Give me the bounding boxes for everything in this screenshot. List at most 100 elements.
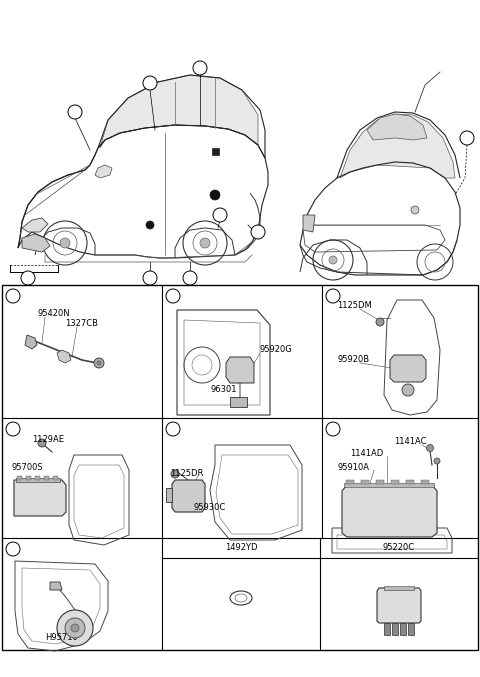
Polygon shape bbox=[53, 476, 58, 480]
Text: 95910A: 95910A bbox=[337, 464, 369, 473]
Circle shape bbox=[183, 271, 197, 285]
Text: 95220C: 95220C bbox=[383, 544, 415, 552]
Circle shape bbox=[213, 208, 227, 222]
Polygon shape bbox=[44, 476, 49, 480]
Text: 1141AD: 1141AD bbox=[350, 450, 383, 458]
Polygon shape bbox=[340, 114, 455, 178]
Circle shape bbox=[200, 238, 210, 248]
Bar bbox=[2, 285, 478, 650]
Bar bbox=[212, 148, 219, 155]
Text: f: f bbox=[148, 274, 152, 282]
Text: 95700S: 95700S bbox=[12, 464, 44, 473]
Text: 1125DR: 1125DR bbox=[170, 468, 204, 477]
Circle shape bbox=[166, 422, 180, 436]
Circle shape bbox=[6, 289, 20, 303]
Circle shape bbox=[411, 206, 419, 214]
Text: d: d bbox=[10, 424, 16, 433]
Circle shape bbox=[146, 221, 154, 229]
Polygon shape bbox=[100, 75, 258, 148]
Text: e: e bbox=[170, 424, 176, 433]
Circle shape bbox=[326, 422, 340, 436]
Polygon shape bbox=[342, 485, 437, 537]
Circle shape bbox=[329, 256, 337, 264]
Circle shape bbox=[326, 289, 340, 303]
Polygon shape bbox=[26, 476, 31, 480]
Circle shape bbox=[71, 624, 79, 632]
Polygon shape bbox=[391, 480, 399, 484]
Text: 95420N: 95420N bbox=[37, 309, 70, 318]
Polygon shape bbox=[57, 350, 71, 363]
Polygon shape bbox=[421, 480, 429, 484]
Polygon shape bbox=[384, 586, 414, 590]
Circle shape bbox=[402, 384, 414, 396]
Polygon shape bbox=[376, 480, 384, 484]
Text: a: a bbox=[465, 133, 469, 142]
Polygon shape bbox=[408, 623, 414, 635]
Polygon shape bbox=[35, 476, 40, 480]
Circle shape bbox=[94, 358, 104, 368]
Text: 1492YD: 1492YD bbox=[225, 544, 257, 552]
Text: 96301: 96301 bbox=[211, 385, 237, 395]
Polygon shape bbox=[172, 480, 205, 512]
Polygon shape bbox=[346, 480, 354, 484]
Polygon shape bbox=[377, 588, 421, 623]
Circle shape bbox=[65, 618, 85, 638]
Circle shape bbox=[6, 542, 20, 556]
Polygon shape bbox=[303, 215, 315, 232]
Text: g: g bbox=[10, 544, 16, 554]
Text: 1327CB: 1327CB bbox=[65, 318, 98, 328]
Polygon shape bbox=[392, 623, 398, 635]
Text: d: d bbox=[197, 64, 203, 72]
Text: 95920G: 95920G bbox=[260, 345, 293, 355]
Circle shape bbox=[143, 271, 157, 285]
Polygon shape bbox=[22, 218, 48, 232]
Text: a: a bbox=[11, 292, 15, 301]
Polygon shape bbox=[226, 357, 254, 383]
Circle shape bbox=[376, 318, 384, 326]
Circle shape bbox=[143, 76, 157, 90]
Circle shape bbox=[166, 289, 180, 303]
Polygon shape bbox=[95, 165, 112, 178]
Polygon shape bbox=[22, 234, 50, 252]
Circle shape bbox=[171, 470, 179, 478]
Circle shape bbox=[251, 225, 265, 239]
Polygon shape bbox=[16, 478, 60, 482]
Polygon shape bbox=[367, 114, 427, 140]
Text: 1125DM: 1125DM bbox=[337, 301, 372, 309]
Circle shape bbox=[427, 445, 433, 452]
Text: f: f bbox=[332, 424, 335, 433]
Text: b: b bbox=[72, 108, 78, 116]
Polygon shape bbox=[17, 476, 22, 480]
Text: b: b bbox=[170, 292, 176, 301]
Circle shape bbox=[6, 422, 20, 436]
Polygon shape bbox=[406, 480, 414, 484]
Circle shape bbox=[460, 131, 474, 145]
Circle shape bbox=[68, 105, 82, 119]
Circle shape bbox=[210, 190, 220, 200]
Polygon shape bbox=[166, 488, 172, 502]
Polygon shape bbox=[14, 480, 66, 516]
Text: b: b bbox=[217, 211, 223, 219]
Circle shape bbox=[434, 458, 440, 464]
Circle shape bbox=[57, 610, 93, 646]
Polygon shape bbox=[384, 623, 390, 635]
Text: c: c bbox=[331, 292, 336, 301]
Text: 1129AE: 1129AE bbox=[32, 435, 64, 445]
Text: c: c bbox=[148, 79, 152, 87]
Text: 1141AC: 1141AC bbox=[394, 437, 427, 445]
Circle shape bbox=[97, 361, 101, 365]
Polygon shape bbox=[361, 480, 369, 484]
Text: 95930C: 95930C bbox=[194, 504, 226, 512]
Polygon shape bbox=[25, 335, 37, 349]
Circle shape bbox=[38, 439, 46, 447]
Polygon shape bbox=[400, 623, 406, 635]
Text: g: g bbox=[187, 274, 192, 282]
Polygon shape bbox=[344, 483, 434, 487]
Polygon shape bbox=[230, 397, 247, 407]
Text: e: e bbox=[25, 274, 31, 282]
Text: c: c bbox=[256, 227, 260, 236]
Circle shape bbox=[60, 238, 70, 248]
Polygon shape bbox=[390, 355, 426, 382]
Circle shape bbox=[21, 271, 35, 285]
Text: 95920B: 95920B bbox=[337, 355, 369, 364]
